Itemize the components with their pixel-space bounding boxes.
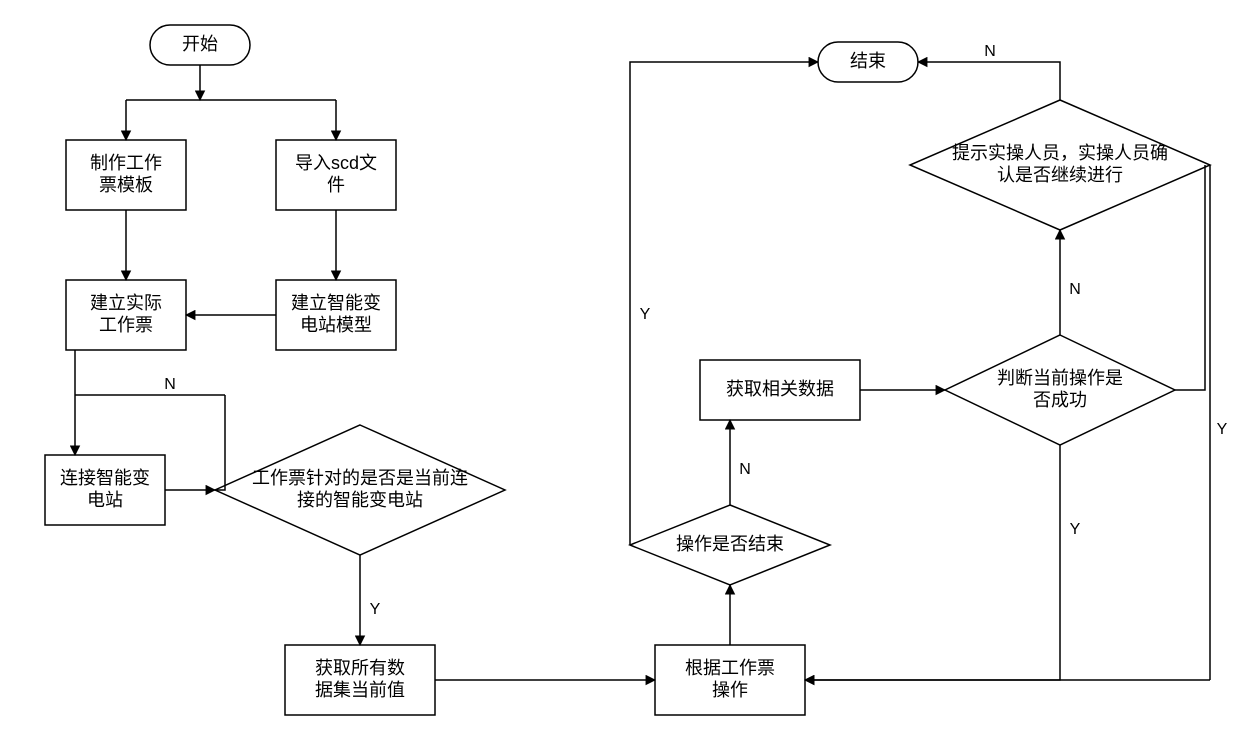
node-n_template: 制作工作票模板 — [66, 140, 186, 210]
edge-22-label: Y — [1217, 421, 1228, 438]
edge-19 — [918, 62, 1060, 100]
node-n_connect: 连接智能变电站 — [45, 455, 165, 525]
node-d_finished: 操作是否结束 — [630, 505, 830, 585]
edge-21 — [805, 445, 1060, 680]
node-n_operate-text: 操作 — [712, 680, 748, 700]
node-n_getdata-text: 获取相关数据 — [726, 379, 834, 399]
node-n_getall: 获取所有数据集当前值 — [285, 645, 435, 715]
edge-8-label: N — [164, 376, 176, 393]
node-d_station: 工作票针对的是否是当前连接的智能变电站 — [215, 425, 505, 555]
edge-21-label: Y — [1070, 521, 1081, 538]
node-n_actual-text: 工作票 — [99, 315, 153, 335]
edge-18-label: N — [1069, 281, 1081, 298]
node-n_import-text: 件 — [327, 175, 345, 195]
node-d_station-text: 接的智能变电站 — [297, 490, 423, 510]
edge-16-label: Y — [640, 306, 651, 323]
edge-16 — [630, 62, 818, 545]
node-n_actual: 建立实际工作票 — [66, 280, 186, 350]
node-n_import: 导入scd文件 — [276, 140, 396, 210]
node-end-text: 结束 — [850, 51, 886, 71]
node-n_getdata: 获取相关数据 — [700, 360, 860, 420]
node-n_getall-text: 据集当前值 — [315, 680, 405, 700]
edge-20 — [1175, 165, 1205, 390]
node-d_finished-text: 操作是否结束 — [676, 534, 784, 554]
edge-19-label: N — [984, 43, 996, 60]
node-n_operate: 根据工作票操作 — [655, 645, 805, 715]
node-end: 结束 — [818, 42, 918, 82]
node-n_template-text: 票模板 — [99, 175, 153, 195]
node-n_connect-text: 连接智能变 — [60, 468, 150, 488]
node-start-text: 开始 — [182, 34, 218, 54]
node-n_import-text: 导入scd文 — [295, 153, 377, 173]
flowchart-canvas: 开始结束制作工作票模板导入scd文件建立实际工作票建立智能变电站模型连接智能变电… — [0, 0, 1240, 751]
node-d_confirm-text: 认是否继续进行 — [997, 165, 1123, 185]
node-d_confirm: 提示实操人员，实操人员确认是否继续进行 — [910, 100, 1210, 230]
edge-10 — [215, 395, 225, 490]
node-n_operate-text: 根据工作票 — [685, 658, 775, 678]
node-start: 开始 — [150, 25, 250, 65]
node-d_station-text: 工作票针对的是否是当前连 — [252, 468, 468, 488]
node-n_model-text: 电站模型 — [300, 315, 372, 335]
edge-15-label: N — [739, 461, 751, 478]
node-n_getall-text: 获取所有数 — [315, 658, 405, 678]
node-n_connect-text: 电站 — [87, 490, 123, 510]
node-d_confirm-text: 提示实操人员，实操人员确 — [952, 143, 1168, 163]
node-n_actual-text: 建立实际 — [90, 293, 162, 313]
node-d_success: 判断当前操作是否成功 — [945, 335, 1175, 445]
edge-12-label: Y — [370, 601, 381, 618]
node-n_model-text: 建立智能变 — [291, 293, 381, 313]
node-n_model: 建立智能变电站模型 — [276, 280, 396, 350]
node-d_success-text: 判断当前操作是 — [997, 368, 1123, 388]
node-d_success-text: 否成功 — [1033, 390, 1087, 410]
node-n_template-text: 制作工作 — [90, 153, 162, 173]
